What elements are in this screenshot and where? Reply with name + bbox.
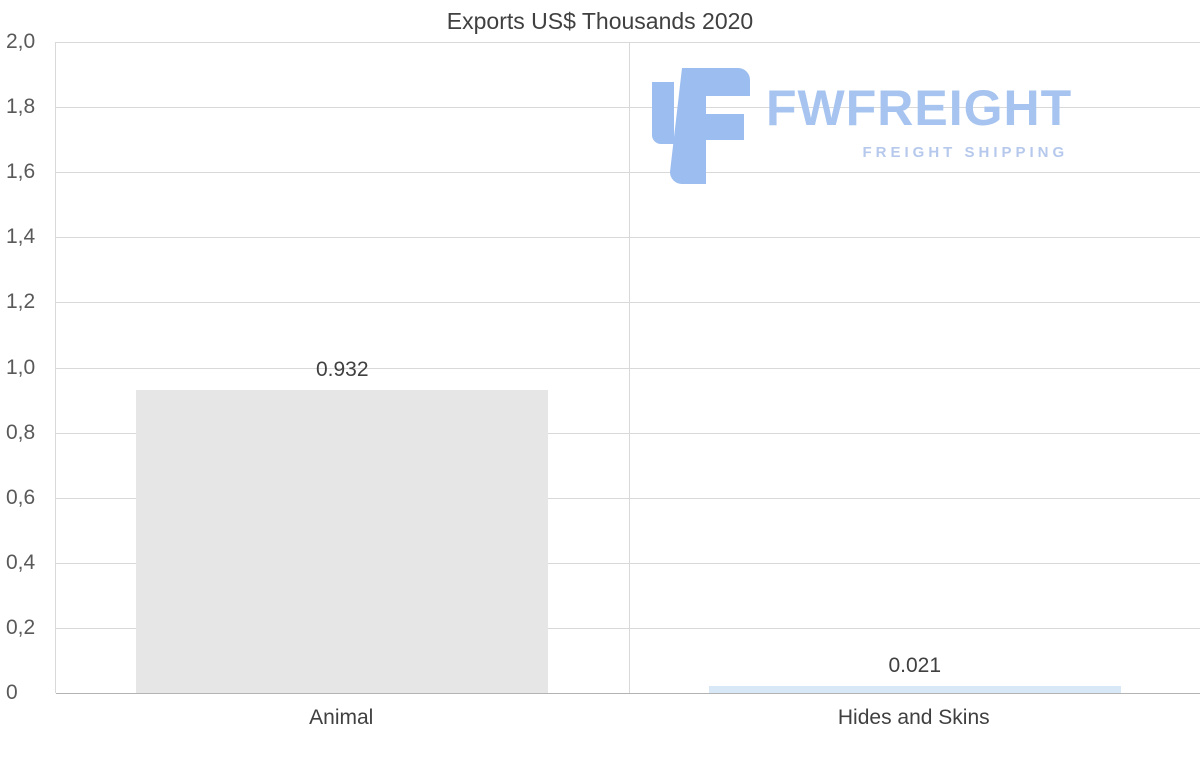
bar-value-label-animal: 0.932 — [315, 358, 369, 381]
x-axis-label-animal: Animal — [309, 706, 374, 729]
y-axis-tick-label: 0,4 — [6, 551, 36, 574]
bar-value-label-hides-and-skins: 0.021 — [888, 654, 942, 677]
bar-hides-and-skins — [708, 686, 1121, 693]
horizontal-gridline — [56, 628, 1200, 629]
horizontal-gridline — [56, 302, 1200, 303]
horizontal-gridline — [56, 433, 1200, 434]
fwfreight-logo-icon — [652, 66, 752, 189]
y-axis-tick-label: 1,2 — [6, 290, 36, 313]
logo-text-block: FWFREIGHT FREIGHT SHIPPING — [766, 66, 1072, 161]
horizontal-gridline — [56, 237, 1200, 238]
logo-tagline-text: FREIGHT SHIPPING — [862, 144, 1069, 161]
chart-title: Exports US$ Thousands 2020 — [446, 8, 754, 34]
horizontal-gridline — [56, 42, 1200, 43]
y-axis-tick-label: 0,6 — [6, 486, 36, 509]
vertical-gridline — [628, 42, 630, 693]
y-axis-tick-label: 1,8 — [6, 95, 36, 118]
horizontal-gridline — [56, 498, 1200, 499]
horizontal-gridline — [56, 107, 1200, 108]
watermark-logo: FWFREIGHT FREIGHT SHIPPING — [652, 66, 1072, 189]
y-axis-tick-label: 2,0 — [6, 30, 36, 53]
logo-brand-text: FWFREIGHT — [766, 80, 1073, 136]
horizontal-gridline — [56, 563, 1200, 564]
horizontal-gridline — [56, 368, 1200, 369]
plot-area: 0.932 0.021 — [55, 42, 1200, 694]
bar-slot-hides-and-skins: 0.021 — [629, 42, 1200, 693]
y-axis-tick-label: 1,4 — [6, 225, 36, 248]
y-axis-tick-label: 0,2 — [6, 616, 36, 639]
bar-animal — [136, 390, 549, 693]
y-axis-tick-label: 0,8 — [6, 421, 36, 444]
bar-slot-animal: 0.932 — [56, 42, 629, 693]
horizontal-gridline — [56, 693, 1200, 694]
x-axis-label-hides-and-skins: Hides and Skins — [837, 706, 990, 729]
y-axis-tick-label: 0 — [6, 681, 18, 704]
horizontal-gridline — [56, 172, 1200, 173]
y-axis-tick-label: 1,0 — [6, 356, 36, 379]
y-axis-tick-label: 1,6 — [6, 160, 36, 183]
